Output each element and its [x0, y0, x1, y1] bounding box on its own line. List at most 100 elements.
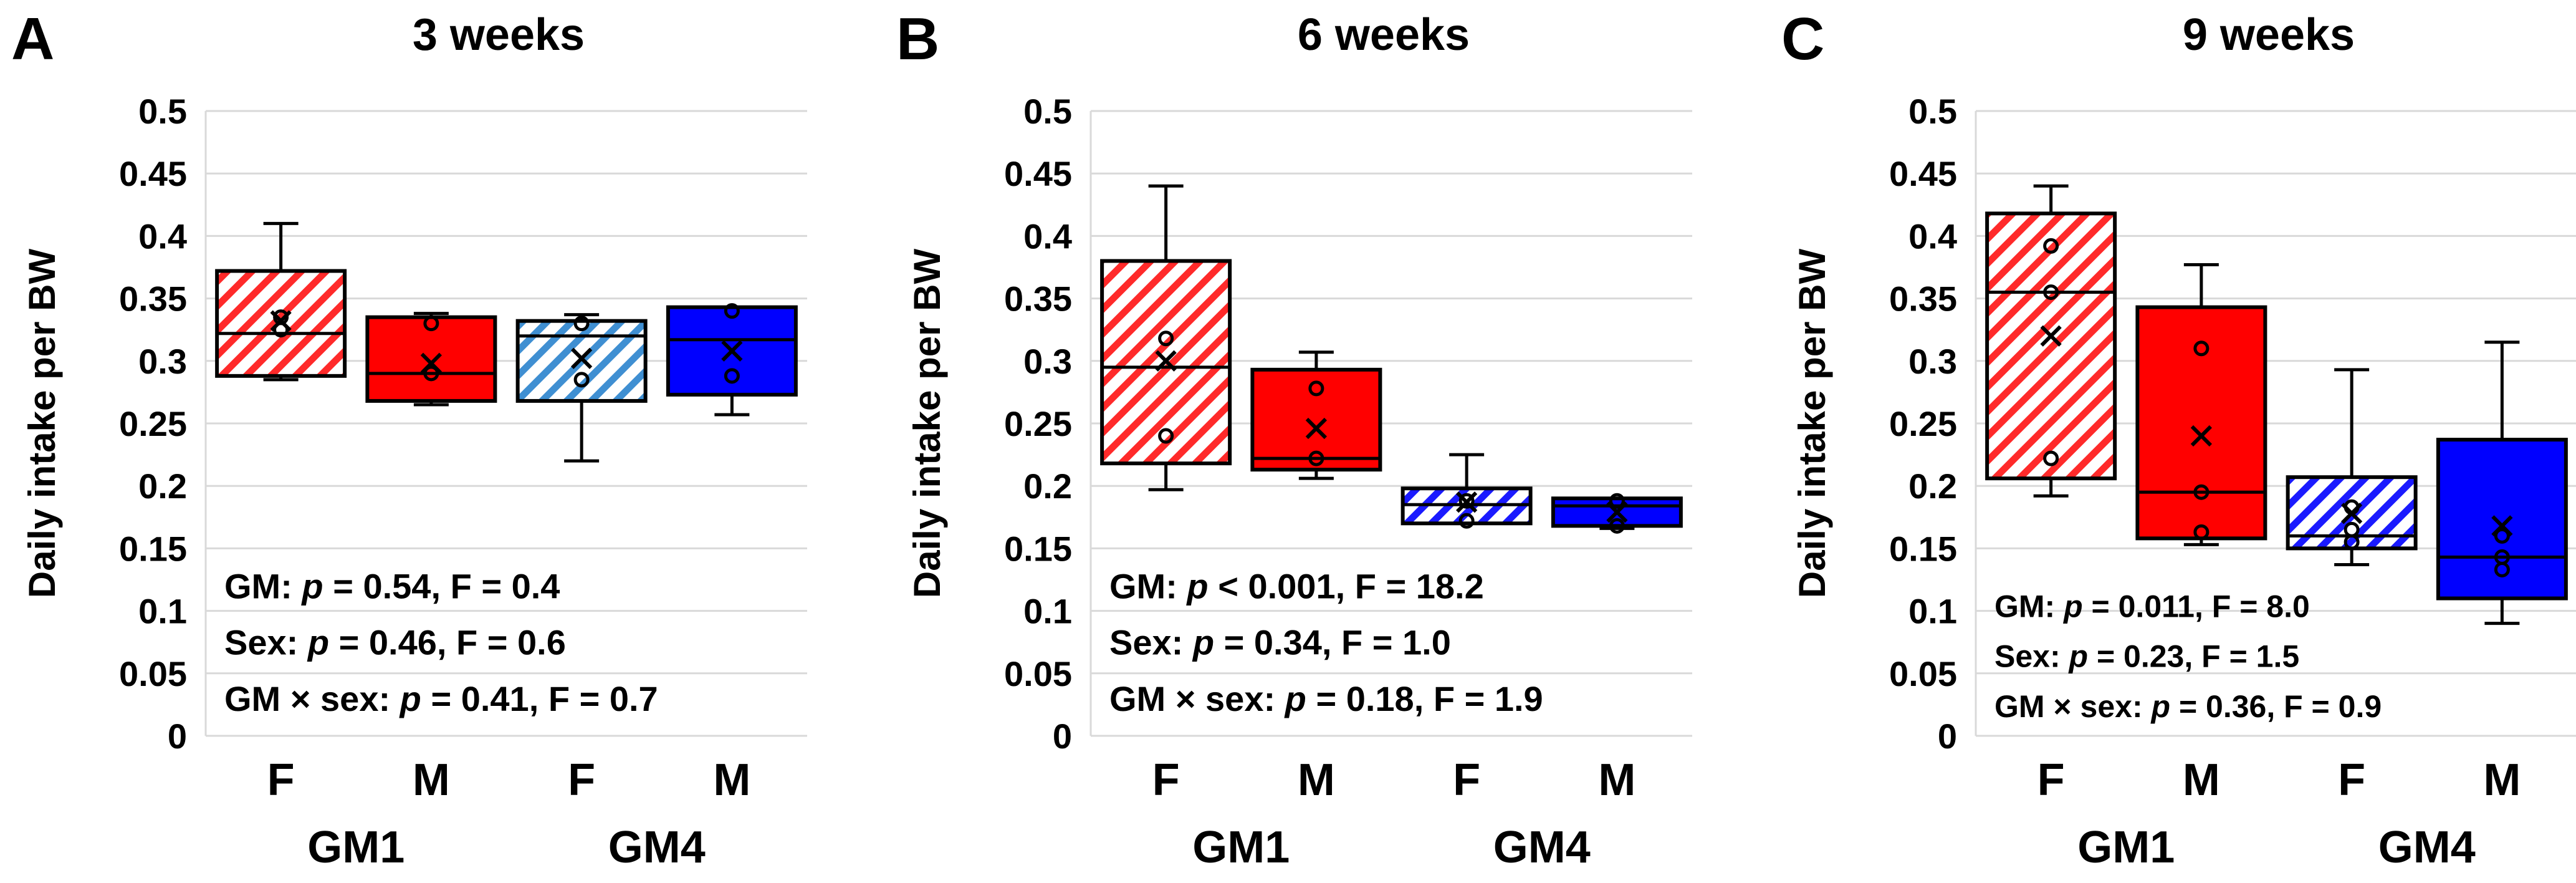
box-gm1-f	[1985, 184, 2117, 498]
box-gm4-m	[666, 303, 798, 417]
stats-annotations: GM: p = 0.54, F = 0.4 Sex: p = 0.46, F = …	[224, 567, 658, 718]
box-plots	[1100, 184, 1683, 534]
x-category-label: M	[2183, 755, 2220, 805]
data-point	[423, 365, 439, 382]
y-axis-label: Daily intake per BW	[21, 249, 63, 599]
data-point	[1458, 513, 1475, 529]
box-gm1-m	[2135, 263, 2267, 546]
y-tick-label: 0	[168, 717, 187, 756]
x-group-label: GM4	[1493, 823, 1591, 872]
y-tick-label: 0.35	[119, 279, 187, 319]
x-group-labels: GM1 GM4	[307, 823, 706, 872]
stat-line: GM × sex: p = 0.41, F = 0.7	[224, 679, 658, 718]
y-tick-label: 0.1	[1023, 592, 1072, 631]
y-tick-labels: 0 0.05 0.1 0.15 0.2 0.25 0.3 0.35 0.4 0.45 0.5	[1889, 92, 1957, 756]
y-tick-label: 0	[1053, 717, 1072, 756]
y-tick-label: 0.5	[1908, 92, 1957, 131]
x-group-labels: GM1 GM4	[2077, 823, 2476, 872]
y-tick-label: 0.35	[1004, 279, 1072, 319]
data-point	[1308, 380, 1324, 397]
box-gm4-m	[2436, 340, 2568, 625]
y-tick-label: 0.3	[1908, 342, 1957, 381]
y-tick-label: 0.45	[119, 154, 187, 193]
y-tick-label: 0.15	[1889, 529, 1957, 568]
data-point	[573, 316, 590, 332]
x-category-label: F	[2037, 755, 2065, 805]
x-group-label: GM1	[2077, 823, 2175, 872]
x-group-label: GM1	[1192, 823, 1290, 872]
data-point	[2043, 450, 2059, 466]
mean-marker	[2341, 503, 2363, 524]
box-plots	[1985, 184, 2568, 625]
mean-marker	[270, 310, 292, 332]
x-category-label: F	[568, 755, 595, 805]
panel-label: A	[11, 6, 54, 72]
mean-marker	[1155, 350, 1177, 372]
chart-title: 3 weeks	[413, 10, 585, 60]
y-tick-label: 0.5	[1023, 92, 1072, 131]
box-plots	[215, 221, 798, 463]
y-tick-label: 0.5	[138, 92, 187, 131]
y-axis-label: Daily intake per BW	[906, 249, 948, 599]
box-gm4-m	[1551, 493, 1683, 534]
box-gm1-f	[1100, 184, 1232, 491]
mean-marker	[1456, 491, 1478, 513]
y-tick-label: 0.4	[1023, 216, 1072, 256]
y-tick-label: 0.25	[1004, 404, 1072, 443]
y-tick-labels: 0 0.05 0.1 0.15 0.2 0.25 0.3 0.35 0.4 0.45 0.5	[1004, 92, 1072, 756]
stat-line: GM: p < 0.001, F = 18.2	[1109, 567, 1484, 606]
mean-marker	[1606, 501, 1628, 523]
y-tick-label: 0.05	[119, 654, 187, 693]
panel-c: C 9 weeks Daily intake per BW 0 0.05 0.1 0.…	[1781, 6, 2576, 872]
data-point	[2193, 524, 2210, 540]
box-body	[1985, 211, 2117, 481]
data-point	[1609, 493, 1625, 509]
x-group-label: GM4	[2378, 823, 2476, 872]
x-category-label: M	[1298, 755, 1335, 805]
y-tick-label: 0.1	[1908, 592, 1957, 631]
box-body	[666, 305, 798, 397]
box-gm4-f	[2286, 368, 2418, 566]
mean-marker	[2040, 325, 2062, 347]
y-tick-label: 0.4	[1908, 216, 1957, 256]
data-point	[1308, 450, 1324, 466]
box-gm1-m	[365, 312, 497, 407]
y-tick-label: 0.45	[1889, 154, 1957, 193]
x-category-label: F	[267, 755, 295, 805]
data-point	[724, 368, 740, 384]
y-tick-labels: 0 0.05 0.1 0.15 0.2 0.25 0.3 0.35 0.4 0.45 0.5	[119, 92, 187, 756]
y-tick-label: 0.2	[1908, 466, 1957, 506]
mean-marker	[2491, 515, 2513, 537]
stat-line: GM × sex: p = 0.18, F = 1.9	[1109, 679, 1543, 718]
x-category-label: F	[2338, 755, 2365, 805]
panel-label: C	[1781, 6, 1824, 72]
box-gm1-f	[215, 221, 347, 382]
data-point	[573, 372, 590, 388]
box-gm4-f	[515, 313, 648, 463]
x-category-label: M	[1598, 755, 1635, 805]
x-category-label: M	[713, 755, 750, 805]
y-tick-label: 0.1	[138, 592, 187, 631]
stats-annotations: GM: p < 0.001, F = 18.2 Sex: p = 0.34, F …	[1109, 567, 1543, 718]
box-gm1-m	[1250, 350, 1382, 480]
y-axis-label: Daily intake per BW	[1791, 249, 1833, 599]
data-point	[2494, 528, 2510, 544]
y-tick-label: 0.3	[1023, 342, 1072, 381]
data-point	[2193, 484, 2210, 500]
chart-title: 6 weeks	[1298, 10, 1470, 60]
box-body	[2436, 438, 2568, 601]
y-tick-label: 0.4	[138, 216, 187, 256]
x-group-labels: GM1 GM4	[1192, 823, 1591, 872]
panel-a: A 3 weeks Daily intake per BW 0 0.05 0.1 0.…	[11, 6, 807, 872]
y-tick-label: 0.25	[1889, 404, 1957, 443]
stats-annotations: GM: p = 0.011, F = 8.0 Sex: p = 0.23, F =…	[1994, 589, 2382, 724]
mean-marker	[1305, 417, 1327, 440]
data-point	[2494, 561, 2510, 577]
x-group-label: GM4	[608, 823, 706, 872]
panel-b: B 6 weeks Daily intake per BW 0 0.05 0.1 0.…	[896, 6, 1692, 872]
mean-marker	[2190, 425, 2212, 447]
x-category-label: F	[1152, 755, 1180, 805]
data-point	[1609, 518, 1625, 534]
